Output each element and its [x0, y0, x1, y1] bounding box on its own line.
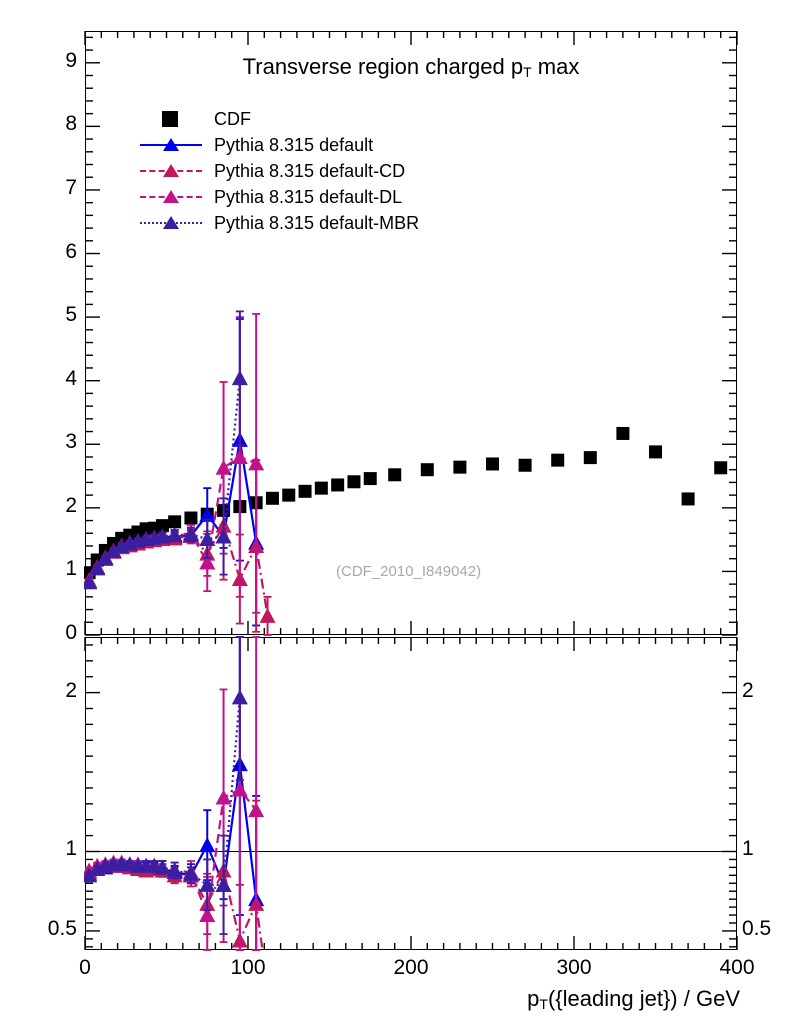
x-axis-title-tail: ({leading jet}) / GeV [547, 986, 740, 1011]
x-axis-title: pT({leading jet}) / GeV [527, 986, 740, 1012]
legend: CDF Pythia 8.315 default Pythia 8.315 defa… [140, 106, 419, 236]
legend-item-0[interactable]: CDF [140, 106, 419, 132]
x-tick-label: 200 [393, 956, 429, 979]
y-tick-label: 5 [65, 303, 77, 327]
plot-title: Transverse region charged pT max [85, 54, 737, 80]
ratio-y-tick-label: 0.5 [47, 916, 77, 940]
ratio-y-tick-label: 2 [65, 678, 77, 702]
x-tick-label: 100 [230, 956, 266, 979]
legend-triangle-marker [163, 216, 179, 229]
y-tick-label: 4 [65, 366, 77, 390]
ratio-y-tick-label: 1 [65, 837, 77, 861]
legend-item-label: CDF [214, 108, 251, 129]
legend-key-icon [140, 135, 202, 155]
y-tick-label: 3 [65, 430, 77, 454]
ratio-y-tick-label: 2 [742, 678, 754, 702]
legend-item-label: Pythia 8.315 default-MBR [214, 212, 420, 233]
legend-key-icon [140, 109, 202, 129]
series-pythia-8-315-default-dl-ratio [81, 636, 265, 951]
x-tick-label: 300 [556, 956, 592, 979]
analysis-id-watermark: (CDF_2010_I849042) [336, 563, 482, 580]
y-tick-label: 7 [65, 175, 77, 199]
legend-triangle-marker [163, 164, 179, 177]
legend-key-icon [140, 213, 202, 233]
x-axis-title-head: p [527, 986, 540, 1011]
legend-key-icon [140, 161, 202, 181]
legend-item-label: Pythia 8.315 default [214, 134, 374, 155]
ratio-plot-panel [85, 637, 737, 950]
legend-item-3[interactable]: Pythia 8.315 default-DL [140, 184, 419, 210]
legend-item-label: Pythia 8.315 default-DL [214, 186, 403, 207]
x-tick-label: 0 [79, 956, 91, 979]
series-pythia-8-315-default-mbr-ratio [81, 636, 248, 936]
plot-title-head: Transverse region charged p [242, 54, 524, 79]
legend-item-4[interactable]: Pythia 8.315 default-MBR [140, 210, 419, 236]
y-tick-label: 9 [65, 48, 77, 72]
legend-triangle-marker [163, 138, 179, 151]
plot-title-sub: T [523, 64, 532, 80]
ratio-y-tick-label: 1 [742, 837, 754, 861]
legend-item-2[interactable]: Pythia 8.315 default-CD [140, 158, 419, 184]
x-axis-title-sub: T [539, 996, 548, 1012]
legend-item-1[interactable]: Pythia 8.315 default [140, 132, 419, 158]
series-pythia-8-315-default-dl-main [81, 313, 265, 614]
legend-square-marker [162, 111, 178, 127]
ratio-y-tick-label: 0.5 [742, 916, 772, 940]
legend-key-icon [140, 187, 202, 207]
y-tick-label: 6 [65, 239, 77, 263]
plot-title-tail: max [531, 54, 580, 79]
y-tick-label: 0 [65, 621, 77, 644]
x-tick-label: 400 [719, 956, 755, 979]
series-pythia-8-315-default-mbr-main [81, 310, 248, 590]
y-tick-label: 1 [65, 557, 77, 581]
y-tick-label: 2 [65, 493, 77, 517]
legend-triangle-marker [163, 190, 179, 203]
legend-item-label: Pythia 8.315 default-CD [214, 160, 406, 181]
y-tick-label: 8 [65, 112, 77, 136]
